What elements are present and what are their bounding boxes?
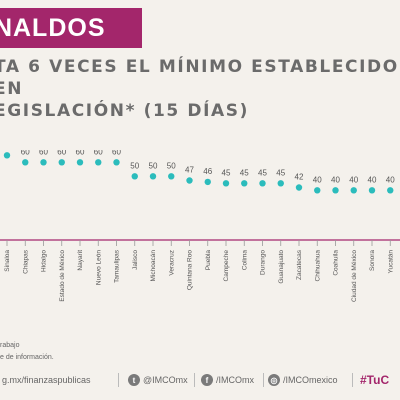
data-point <box>22 159 29 166</box>
data-label: 60 <box>112 150 121 156</box>
category-label: Veracruz <box>168 250 175 276</box>
category-label: Sonora <box>369 250 376 271</box>
data-point <box>204 178 211 186</box>
facebook-handle: /IMCOmx <box>216 375 254 385</box>
footer-bar: g.mx/finanzaspublicas t @IMCOmx f /IMCOm… <box>0 368 400 392</box>
data-label: 47 <box>185 166 194 175</box>
data-point <box>95 159 102 166</box>
category-label: Hidalgo <box>41 250 48 272</box>
footer-divider <box>263 373 264 387</box>
title-banner: INALDOS <box>0 8 142 48</box>
data-label: 40 <box>349 175 358 184</box>
data-label: 45 <box>222 168 231 177</box>
footer-divider <box>352 373 353 387</box>
data-point <box>131 173 138 180</box>
category-label: Nuevo León <box>95 250 102 285</box>
data-label: 50 <box>167 161 176 170</box>
category-label: Jalisco <box>132 250 139 270</box>
dot-chart: 65Sinaloa60Chiapas60Hidalgo60Estado de M… <box>0 150 400 302</box>
category-label: Estado de México <box>59 250 66 302</box>
data-label: 42 <box>295 173 304 182</box>
facebook-icon: f <box>201 374 213 386</box>
data-point <box>314 187 321 194</box>
data-label: 40 <box>331 175 340 184</box>
data-point <box>259 180 266 187</box>
category-label: Puebla <box>205 250 212 271</box>
footnotes: rabajo e de información. <box>0 340 54 364</box>
footnote-1: rabajo <box>0 342 20 349</box>
category-label: Sinaloa <box>4 250 11 272</box>
data-point <box>149 173 157 180</box>
data-label: 60 <box>94 150 103 156</box>
data-point <box>295 184 303 191</box>
instagram-handle: /IMCOmexico <box>283 375 338 385</box>
data-point <box>222 180 230 187</box>
category-label: Zacatecas <box>296 249 303 280</box>
category-label: Yucatán <box>387 250 394 274</box>
data-label: 45 <box>240 168 249 177</box>
category-label: Quintana Roo <box>187 250 194 290</box>
footer-url[interactable]: g.mx/finanzaspublicas <box>2 375 91 385</box>
data-point <box>168 173 175 180</box>
category-label: Chihuahua <box>314 250 321 282</box>
data-point <box>241 180 248 187</box>
twitter-handle: @IMCOmx <box>143 375 188 385</box>
category-label: Michoacán <box>150 250 157 282</box>
instagram-icon: ◎ <box>268 374 280 386</box>
data-label: 60 <box>57 150 66 156</box>
footer-instagram[interactable]: ◎ /IMCOmexico <box>268 374 338 386</box>
twitter-icon: t <box>128 374 140 386</box>
category-label: Coahuila <box>333 250 340 276</box>
category-label: Durango <box>260 250 267 275</box>
data-label: 60 <box>39 150 48 156</box>
footer-facebook[interactable]: f /IMCOmx <box>201 374 254 386</box>
banner-title: INALDOS <box>0 13 106 42</box>
data-point <box>368 187 376 194</box>
data-point <box>277 180 284 187</box>
data-label: 40 <box>386 175 395 184</box>
footnote-2: e de información. <box>0 354 54 361</box>
data-label: 50 <box>130 161 139 170</box>
data-point <box>40 159 47 166</box>
data-point <box>3 152 11 159</box>
data-label: 46 <box>203 167 212 176</box>
data-label: 45 <box>258 168 267 177</box>
data-point <box>350 187 357 194</box>
data-label: 45 <box>276 168 285 177</box>
data-label: 50 <box>149 161 158 170</box>
data-point <box>387 187 394 194</box>
data-label: 40 <box>368 175 377 184</box>
data-point <box>186 177 193 184</box>
data-label: 60 <box>21 150 30 156</box>
footer-divider <box>118 373 119 387</box>
chart-subtitle: TA 6 VECES EL MÍNIMO ESTABLECIDO EN EGIS… <box>0 57 399 121</box>
footer-hashtag[interactable]: #TuC <box>360 373 390 387</box>
category-label: Chiapas <box>22 249 29 274</box>
category-label: Campeche <box>223 250 230 282</box>
category-label: Colima <box>241 250 248 271</box>
data-label: 40 <box>313 175 322 184</box>
footer-divider <box>194 373 195 387</box>
data-label: 60 <box>76 150 85 156</box>
data-point <box>76 159 84 166</box>
category-label: Guanajuato <box>278 250 285 284</box>
footer-twitter[interactable]: t @IMCOmx <box>128 374 188 386</box>
data-point <box>332 187 339 194</box>
category-label: Nayarit <box>77 250 84 271</box>
category-label: Tamaulipas <box>114 249 121 283</box>
data-point <box>58 159 65 166</box>
category-label: Ciudad de México <box>351 250 358 302</box>
data-point <box>113 159 120 166</box>
